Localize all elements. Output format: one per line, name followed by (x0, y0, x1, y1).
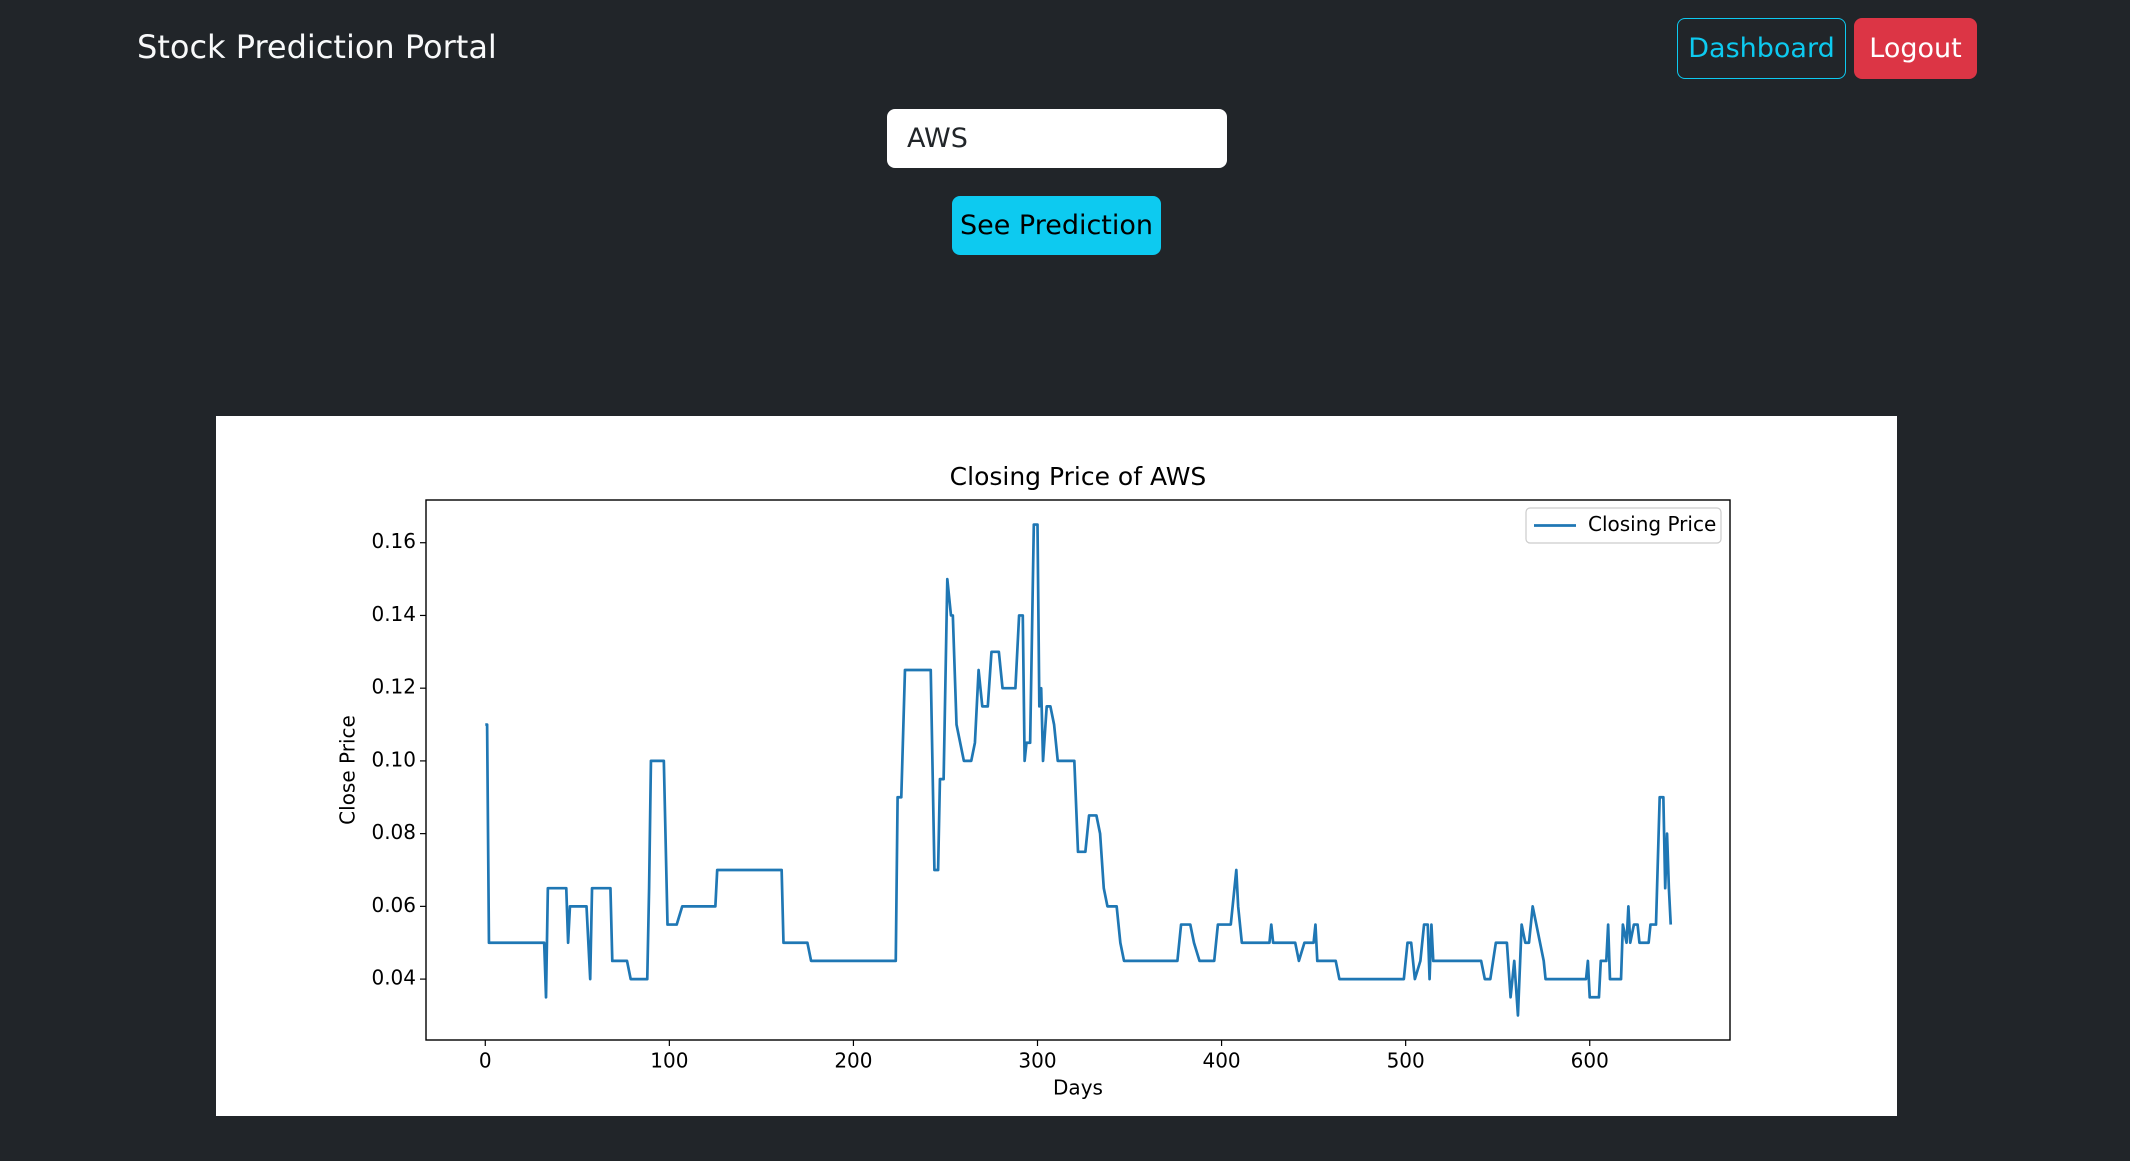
y-tick-label: 0.08 (371, 820, 416, 844)
x-tick-label: 600 (1571, 1049, 1609, 1073)
x-tick-label: 400 (1202, 1049, 1240, 1073)
price-line (485, 523, 1673, 1017)
chart-container: Closing Price of AWS Days Close Price 0 1… (216, 416, 1897, 1116)
y-axis-label: Close Price (336, 715, 360, 825)
x-tick-label: 300 (1018, 1049, 1056, 1073)
y-tick-label: 0.06 (371, 893, 416, 917)
y-tick-label: 0.04 (371, 966, 416, 990)
brand[interactable]: Stock Prediction Portal (137, 28, 497, 66)
x-axis-label: Days (1053, 1076, 1103, 1100)
ticker-input[interactable]: AWS (887, 109, 1227, 168)
predict-button[interactable]: See Prediction (952, 196, 1161, 255)
chart: Closing Price of AWS Days Close Price 0 1… (336, 462, 1731, 1100)
logout-button[interactable]: Logout (1854, 18, 1977, 79)
legend-label: Closing Price (1588, 512, 1716, 536)
x-tick-label: 200 (834, 1049, 872, 1073)
x-tick-label: 500 (1387, 1049, 1425, 1073)
dashboard-button[interactable]: Dashboard (1677, 18, 1846, 79)
chart-title: Closing Price of AWS (950, 462, 1207, 491)
x-tick-label: 0 (479, 1049, 492, 1073)
y-tick-label: 0.16 (371, 529, 416, 553)
y-tick-label: 0.10 (371, 747, 416, 771)
plot-frame (425, 499, 1731, 1041)
legend-box (1525, 507, 1722, 544)
x-tick-label: 100 (650, 1049, 688, 1073)
y-tick-label: 0.14 (371, 602, 416, 626)
y-tick-label: 0.12 (371, 675, 416, 699)
